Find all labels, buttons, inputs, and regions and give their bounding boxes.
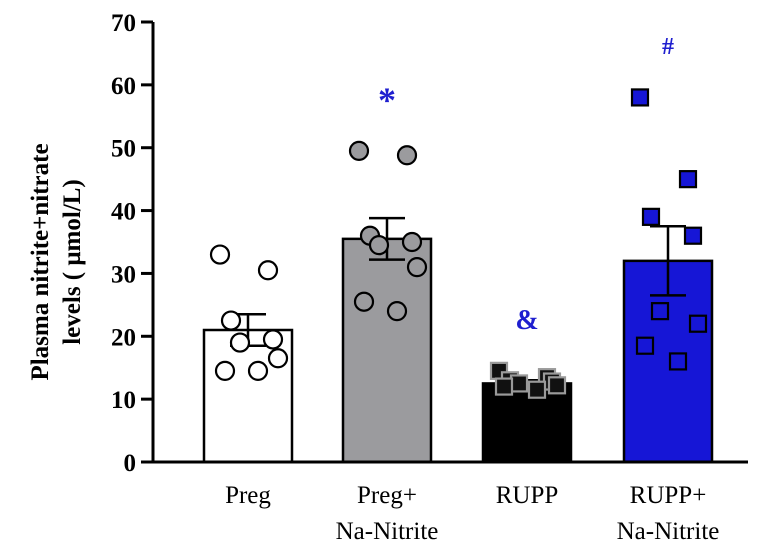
data-point-0-4 xyxy=(229,332,251,353)
data-point-0-2 xyxy=(220,310,242,331)
data-point-3-2 xyxy=(641,207,661,226)
bar-group-0 xyxy=(202,244,294,464)
x-category-label-3-0: RUPP+ xyxy=(630,482,707,509)
y-tick-label-40: 40 xyxy=(111,199,136,226)
y-tick-label-30: 30 xyxy=(111,261,136,288)
data-point-2-4 xyxy=(509,374,529,393)
data-point-1-7 xyxy=(386,301,408,322)
data-point-0-5 xyxy=(267,348,289,369)
data-point-3-5 xyxy=(688,314,708,333)
bar-2 xyxy=(481,382,573,464)
data-point-0-7 xyxy=(247,360,269,381)
data-point-0-6 xyxy=(214,360,236,381)
x-category-label-0-0: Preg xyxy=(225,482,271,509)
data-point-0-1 xyxy=(257,260,279,281)
x-category-label-1-1: Na-Nitrite xyxy=(336,518,439,545)
data-point-2-6 xyxy=(494,377,514,396)
y-tick-label-50: 50 xyxy=(111,136,136,163)
data-point-3-7 xyxy=(668,352,688,371)
data-point-0-0 xyxy=(209,244,231,265)
data-point-1-5 xyxy=(406,257,428,278)
annotation-3: # xyxy=(662,34,674,60)
data-point-1-1 xyxy=(396,145,418,166)
data-point-3-4 xyxy=(650,302,670,321)
plot-area: * & # xyxy=(202,34,714,464)
bar-group-2: & xyxy=(481,305,573,464)
y-tick-label-70: 70 xyxy=(111,10,136,37)
data-point-1-3 xyxy=(401,231,423,253)
y-axis-label-line-2: levels ( μmol/L) xyxy=(59,179,86,345)
y-axis: 0 10 20 30 40 50 60 70 xyxy=(111,10,155,477)
bar-group-1: * xyxy=(341,80,433,464)
data-point-3-1 xyxy=(678,170,698,189)
data-point-2-5 xyxy=(547,376,567,395)
annotation-2: & xyxy=(515,305,538,336)
y-tick-label-60: 60 xyxy=(111,73,136,100)
y-tick-label-20: 20 xyxy=(111,324,136,351)
data-point-3-6 xyxy=(635,336,655,355)
data-point-1-4 xyxy=(368,235,390,256)
y-tick-label-0: 0 xyxy=(124,450,137,477)
data-point-0-3 xyxy=(262,329,284,350)
x-category-label-3-1: Na-Nitrite xyxy=(617,518,720,545)
data-point-3-0 xyxy=(630,88,650,107)
bar-group-3: # xyxy=(622,34,714,464)
data-point-3-3 xyxy=(683,226,703,245)
y-axis-label-line-1: Plasma nitrite+nitrate xyxy=(27,143,54,380)
data-point-1-6 xyxy=(353,291,375,312)
data-point-2-7 xyxy=(527,380,547,399)
annotation-1: * xyxy=(378,80,396,120)
y-axis-label: Plasma nitrite+nitrate levels ( μmol/L) xyxy=(27,143,86,380)
data-point-1-0 xyxy=(348,140,370,161)
y-tick-label-10: 10 xyxy=(111,387,136,414)
x-category-label-1-0: Preg+ xyxy=(357,482,417,509)
x-axis: Preg Preg+ Na-Nitrite RUPP RUPP+ Na-Nitrite xyxy=(153,460,748,545)
x-category-label-2-0: RUPP xyxy=(496,482,559,509)
